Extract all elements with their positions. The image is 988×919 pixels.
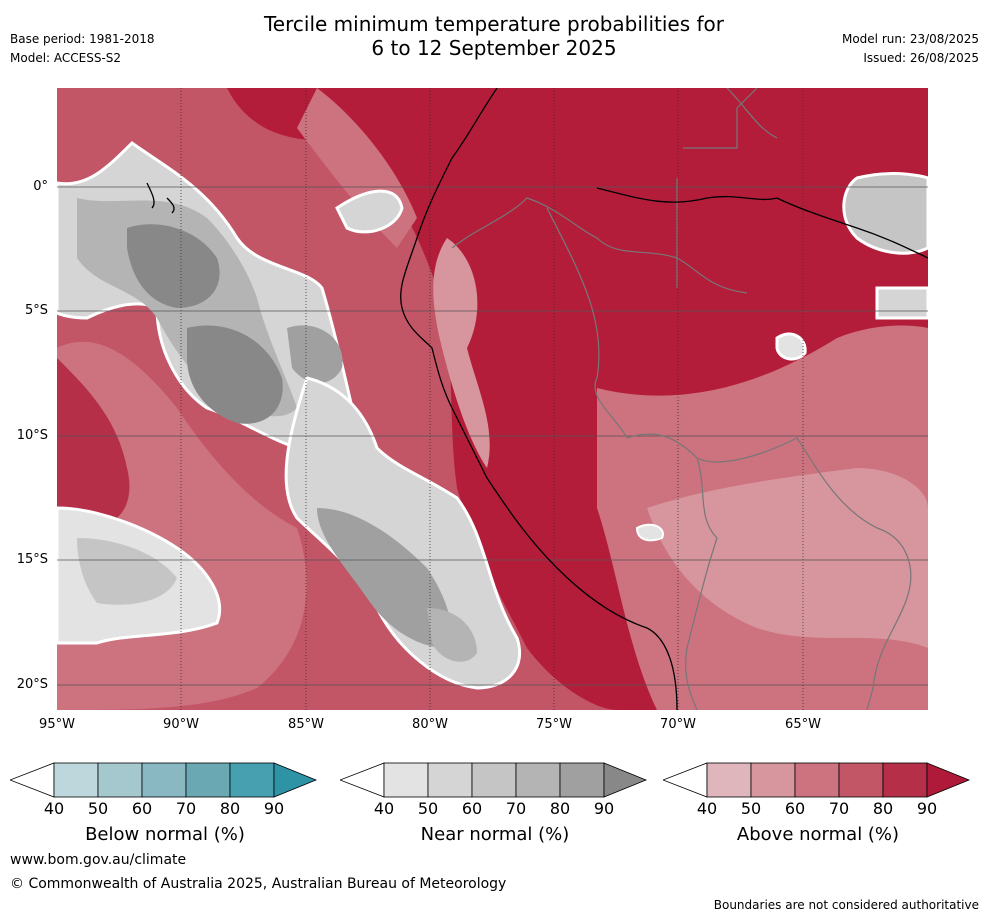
near-normal-90-core-north xyxy=(127,224,220,308)
colorbar-segment xyxy=(471,762,517,798)
longitude-label: 80°W xyxy=(412,717,448,732)
colorbar-1 xyxy=(10,762,318,798)
colorbar-tick-label: 40 xyxy=(696,799,718,818)
colorbar-under-triangle xyxy=(10,762,55,798)
colorbar-segment xyxy=(383,762,429,798)
colorbar-segment xyxy=(229,762,275,798)
above-normal-80-region-west xyxy=(57,358,130,530)
longitude-label: 90°W xyxy=(163,717,199,732)
colorbar-tick-label: 70 xyxy=(175,799,197,818)
colorbar-tick-label: 90 xyxy=(593,799,615,818)
longitude-label: 65°W xyxy=(785,717,821,732)
colorbar-segment xyxy=(53,762,99,798)
colorbar-segment xyxy=(882,762,928,798)
copyright-text: © Commonwealth of Australia 2025, Austra… xyxy=(10,876,507,892)
colorbar-title: Below normal (%) xyxy=(85,824,245,845)
title-line-2: 6 to 12 September 2025 xyxy=(371,36,617,60)
longitude-label: 95°W xyxy=(39,717,75,732)
colorbar-tick-label: 60 xyxy=(131,799,153,818)
above-normal-50-region-southeast xyxy=(647,468,928,648)
website-text: www.bom.gov.au/climate xyxy=(10,852,187,868)
issued-text: Issued: 26/08/2025 xyxy=(863,51,979,65)
colorbar-segment xyxy=(838,762,884,798)
colorbar-segment xyxy=(794,762,840,798)
probability-map xyxy=(57,88,928,710)
near-normal-region-coastal-south xyxy=(284,376,522,690)
longitude-label: 85°W xyxy=(288,717,324,732)
above-normal-50-coastal-band xyxy=(433,238,490,468)
near-normal-90-core-south xyxy=(187,325,283,424)
colorbar-tick-label: 80 xyxy=(219,799,241,818)
near-normal-patch-north xyxy=(335,189,404,234)
colorbar-2 xyxy=(340,762,648,798)
latitude-label: 10°S xyxy=(16,428,48,443)
near-normal-70-patch-coastal xyxy=(427,608,477,662)
colorbar-tick-label: 50 xyxy=(417,799,439,818)
map-canvas xyxy=(57,88,928,710)
colorbar-under-triangle xyxy=(663,762,708,798)
colorbar-tick-label: 40 xyxy=(373,799,395,818)
colorbar-title: Above normal (%) xyxy=(736,824,900,845)
near-normal-patch-inland xyxy=(775,332,807,361)
colorbar-tick-label: 50 xyxy=(740,799,762,818)
colorbar-over-triangle xyxy=(273,762,318,798)
colorbar-tick-label: 60 xyxy=(784,799,806,818)
colorbar-tick-label: 70 xyxy=(505,799,527,818)
colorbar-tick-label: 70 xyxy=(828,799,850,818)
near-normal-80-patch-coastal xyxy=(317,508,451,648)
colorbar-under-triangle xyxy=(340,762,385,798)
colorbar-segment xyxy=(515,762,561,798)
colorbar-tick-label: 90 xyxy=(263,799,285,818)
colorbar-over-triangle xyxy=(603,762,648,798)
colorbar-title: Near normal (%) xyxy=(420,824,570,845)
country-borders xyxy=(451,88,912,710)
latitude-label: 0° xyxy=(33,179,48,194)
near-normal-80-patch xyxy=(287,325,343,383)
coastlines xyxy=(146,88,928,710)
colorbar-tick-label: 60 xyxy=(461,799,483,818)
colorbar-3 xyxy=(663,762,971,798)
disclaimer-text: Boundaries are not considered authoritat… xyxy=(713,898,979,912)
near-normal-region-northeast xyxy=(842,172,928,255)
colorbar-tick-label: 50 xyxy=(87,799,109,818)
colorbar-tick-label: 80 xyxy=(549,799,571,818)
colorbar-tick-label: 80 xyxy=(872,799,894,818)
title-line-1: Tercile minimum temperature probabilitie… xyxy=(263,12,725,36)
colorbar-tick-label: 40 xyxy=(43,799,65,818)
near-normal-60-patch-southwest xyxy=(77,538,177,605)
colorbar-segment xyxy=(185,762,231,798)
latitude-label: 15°S xyxy=(16,552,48,567)
colorbar-segment xyxy=(559,762,605,798)
colorbar-segment xyxy=(97,762,143,798)
latitude-label: 20°S xyxy=(16,677,48,692)
longitude-label: 75°W xyxy=(536,717,572,732)
near-normal-patch-east xyxy=(875,286,928,320)
map-title: Tercile minimum temperature probabilitie… xyxy=(0,12,988,60)
colorbar-segment xyxy=(141,762,187,798)
colorbar-tick-label: 90 xyxy=(916,799,938,818)
colorbar-segment xyxy=(706,762,752,798)
longitude-label: 70°W xyxy=(660,717,696,732)
model-run-text: Model run: 23/08/2025 xyxy=(841,32,979,46)
latitude-label: 5°S xyxy=(24,303,48,318)
colorbar-segment xyxy=(427,762,473,798)
base-period-text: Base period: 1981-2018 xyxy=(10,32,155,46)
map-latitude-lines xyxy=(57,186,928,686)
model-text: Model: ACCESS-S2 xyxy=(10,51,122,65)
near-normal-patch-small xyxy=(635,523,664,542)
colorbar-over-triangle xyxy=(926,762,971,798)
colorbar-segment xyxy=(750,762,796,798)
